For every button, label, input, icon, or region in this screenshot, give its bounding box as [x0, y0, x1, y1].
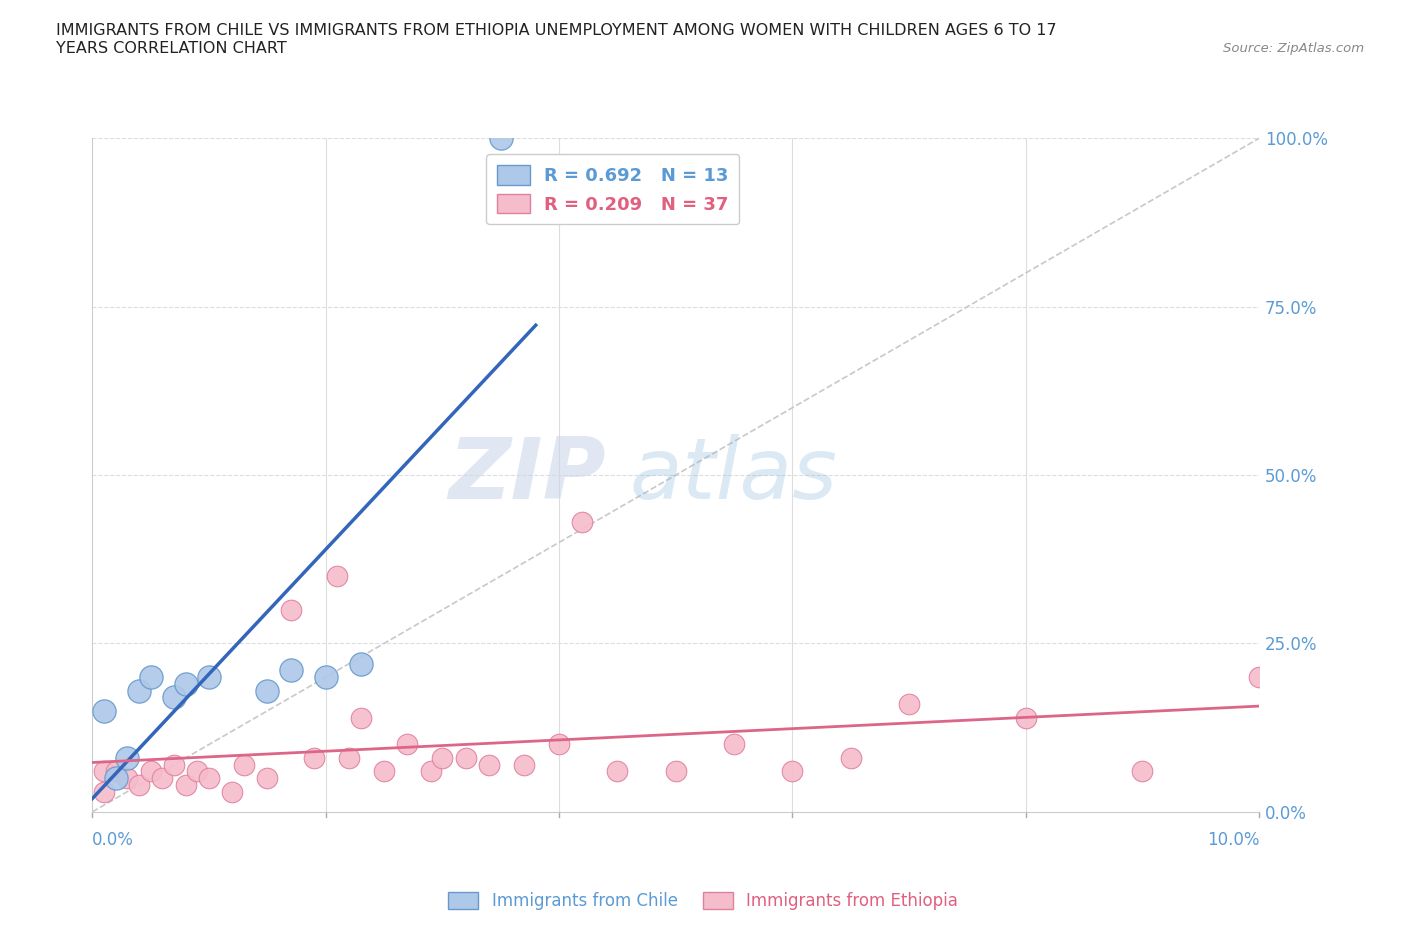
Point — [128, 684, 150, 698]
Text: ZIP: ZIP — [449, 433, 606, 516]
Point — [256, 684, 278, 698]
Point — [571, 515, 593, 530]
Legend: Immigrants from Chile, Immigrants from Ethiopia: Immigrants from Chile, Immigrants from E… — [441, 885, 965, 917]
Point — [898, 697, 921, 711]
Point — [150, 771, 173, 786]
Point — [478, 757, 501, 772]
Point — [93, 764, 115, 778]
Point — [1249, 670, 1271, 684]
Point — [513, 757, 536, 772]
Point — [280, 663, 302, 678]
Point — [139, 670, 162, 684]
Point — [432, 751, 454, 765]
Point — [117, 751, 139, 765]
Point — [128, 777, 150, 792]
Point — [186, 764, 208, 778]
Point — [163, 690, 186, 705]
Point — [350, 657, 373, 671]
Text: 10.0%: 10.0% — [1206, 830, 1260, 849]
Text: Source: ZipAtlas.com: Source: ZipAtlas.com — [1223, 42, 1364, 55]
Point — [93, 703, 115, 718]
Point — [326, 568, 349, 583]
Point — [315, 670, 337, 684]
Point — [419, 764, 441, 778]
Point — [139, 764, 162, 778]
Point — [104, 771, 127, 786]
Point — [396, 737, 419, 752]
Point — [174, 676, 197, 691]
Point — [1015, 711, 1038, 725]
Point — [665, 764, 688, 778]
Text: IMMIGRANTS FROM CHILE VS IMMIGRANTS FROM ETHIOPIA UNEMPLOYMENT AMONG WOMEN WITH : IMMIGRANTS FROM CHILE VS IMMIGRANTS FROM… — [56, 23, 1057, 56]
Point — [302, 751, 325, 765]
Point — [373, 764, 395, 778]
Point — [117, 771, 139, 786]
Point — [548, 737, 571, 752]
Point — [280, 603, 302, 618]
Point — [256, 771, 278, 786]
Point — [163, 757, 186, 772]
Point — [337, 751, 360, 765]
Point — [489, 131, 512, 146]
Point — [454, 751, 477, 765]
Point — [839, 751, 862, 765]
Point — [350, 711, 373, 725]
Point — [782, 764, 804, 778]
Point — [606, 764, 628, 778]
Point — [93, 784, 115, 799]
Legend: R = 0.692   N = 13, R = 0.209   N = 37: R = 0.692 N = 13, R = 0.209 N = 37 — [486, 154, 740, 224]
Point — [221, 784, 243, 799]
Point — [1132, 764, 1154, 778]
Point — [174, 777, 197, 792]
Point — [723, 737, 745, 752]
Point — [198, 670, 221, 684]
Text: 0.0%: 0.0% — [93, 830, 134, 849]
Point — [233, 757, 256, 772]
Point — [198, 771, 221, 786]
Point — [104, 764, 127, 778]
Text: atlas: atlas — [628, 433, 837, 516]
